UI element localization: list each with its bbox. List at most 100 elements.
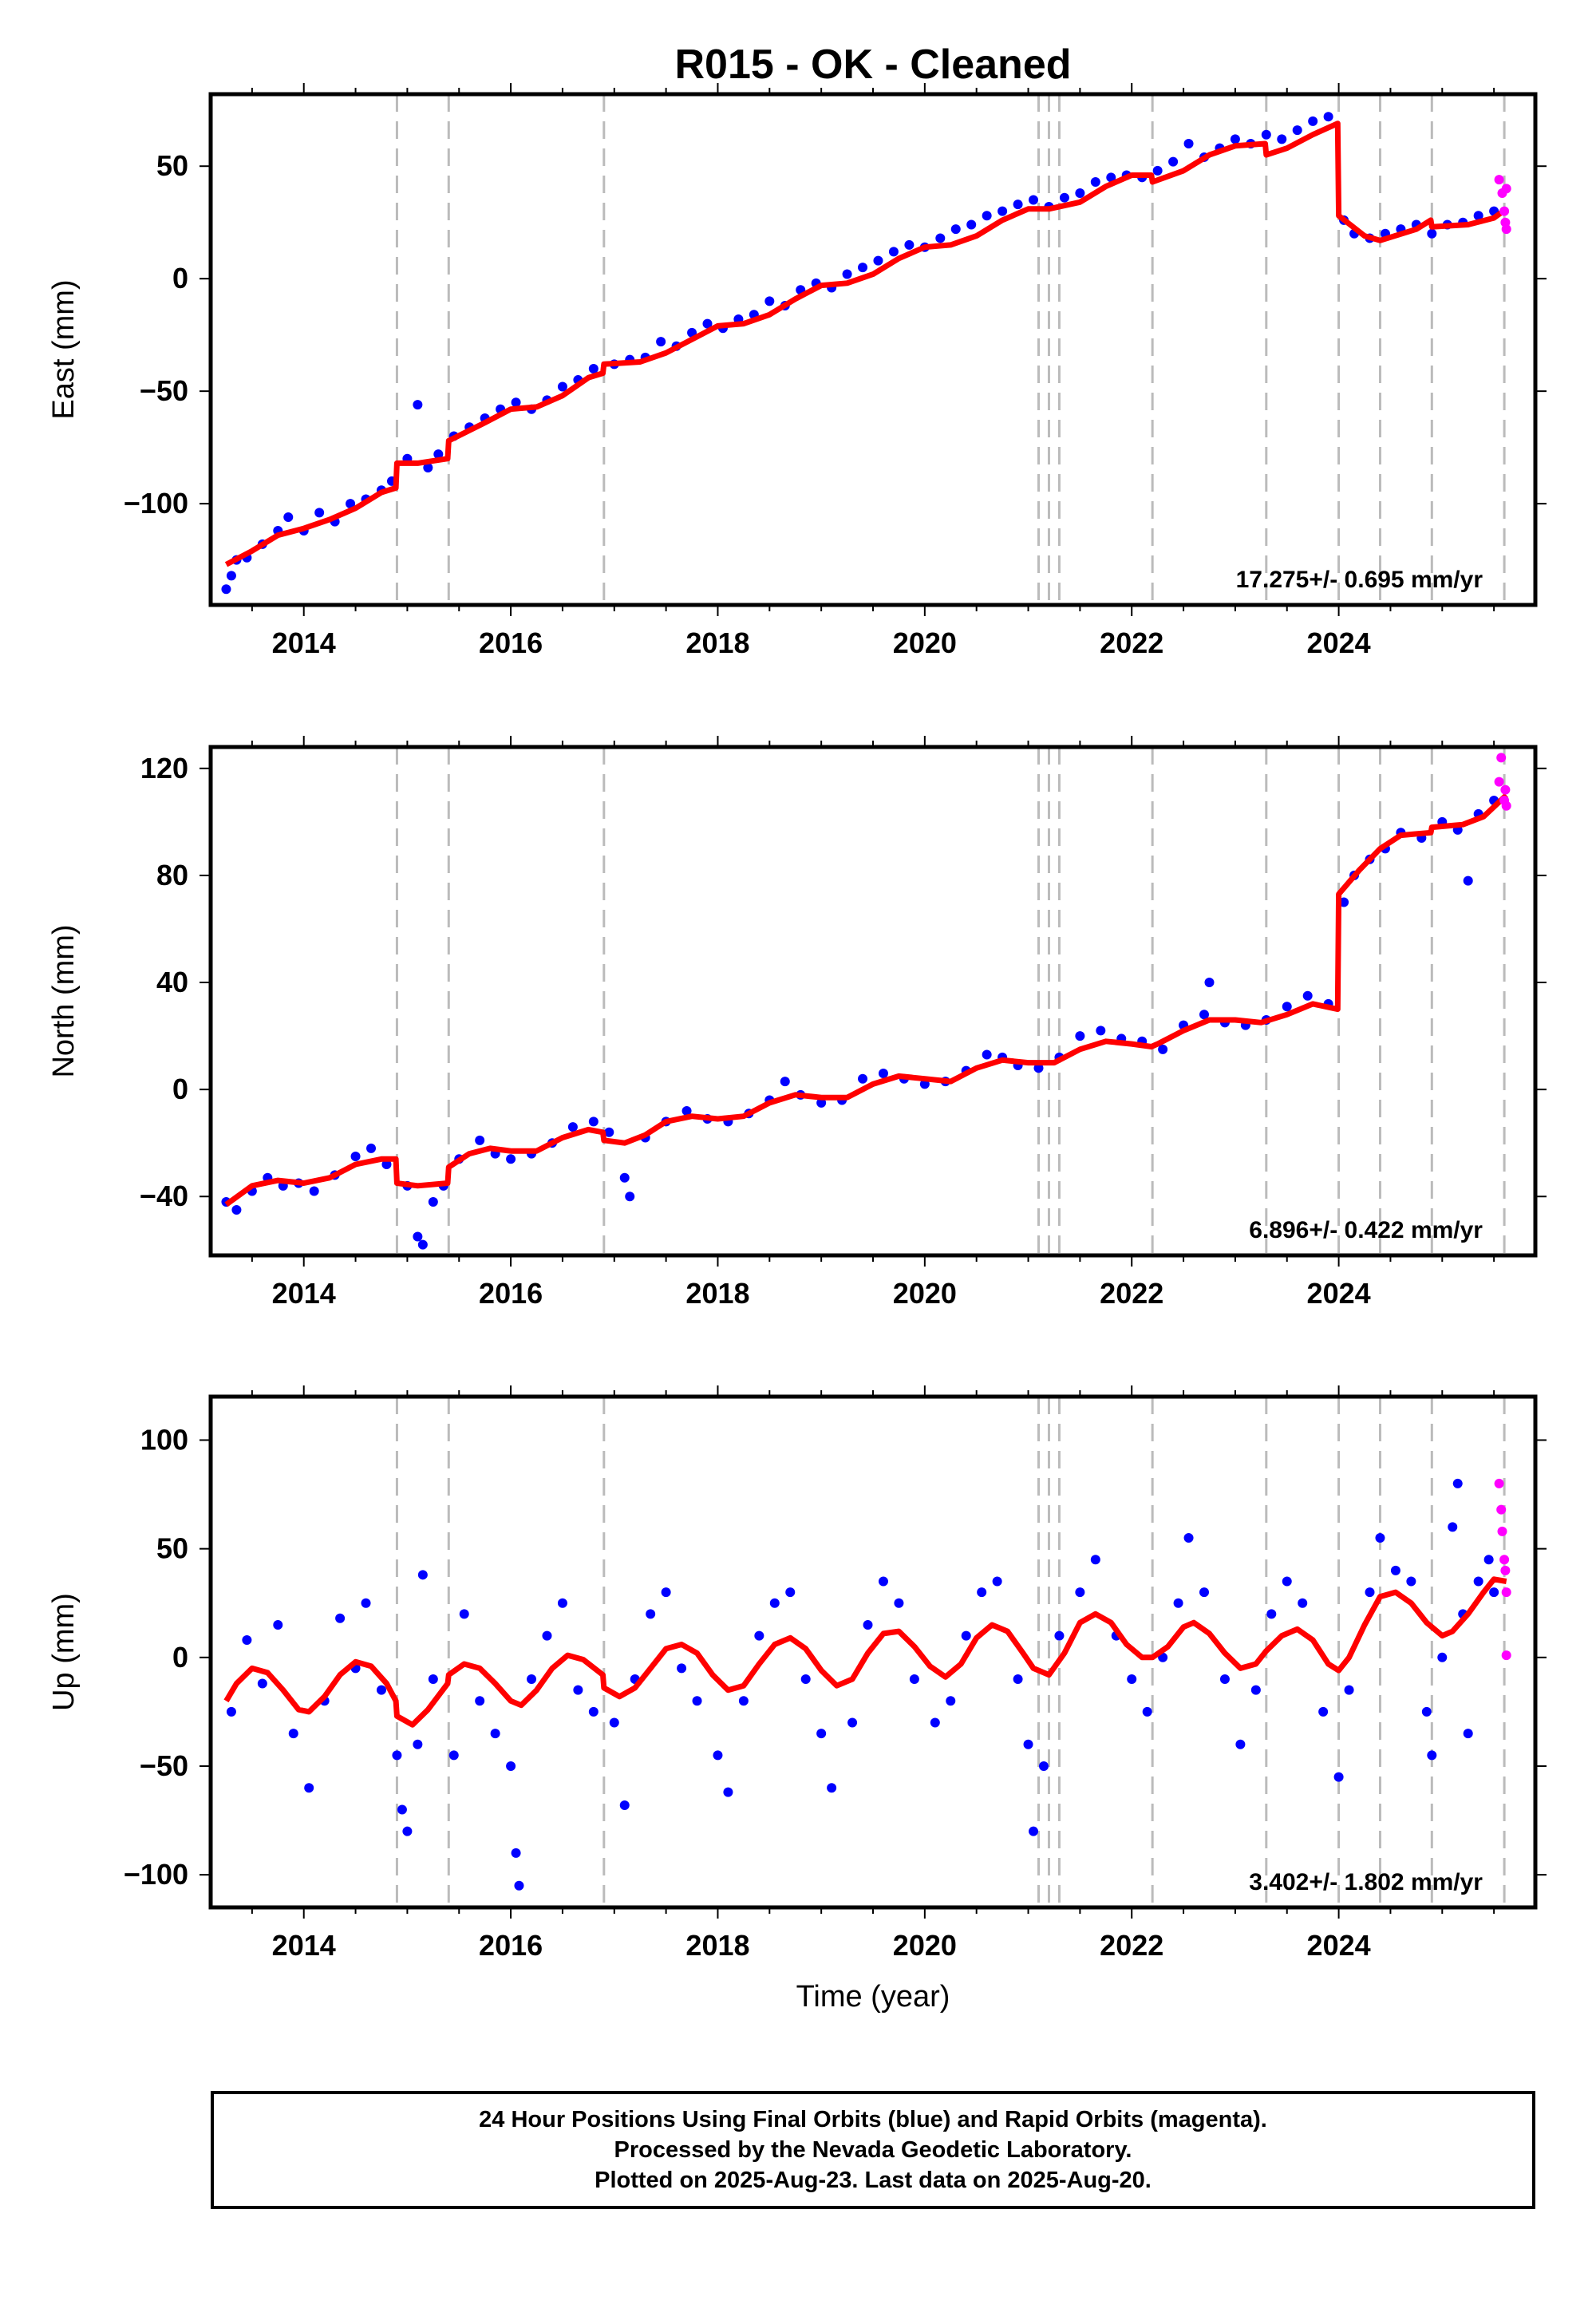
y-tick-label: 50 [156, 149, 188, 182]
final-orbit-point [1473, 1576, 1483, 1587]
final-orbit-point [1204, 978, 1215, 988]
final-orbit-point [1029, 1826, 1039, 1836]
final-orbit-point [1282, 1002, 1292, 1012]
final-orbit-point [982, 1049, 992, 1060]
final-orbit-point [283, 512, 294, 523]
rapid-orbit-point [1501, 800, 1511, 811]
final-orbit-point [314, 508, 325, 518]
final-orbit-point [1277, 134, 1287, 144]
final-orbit-point [738, 1696, 749, 1706]
x-tick-label: 2016 [479, 626, 543, 659]
final-orbit-point [878, 1576, 888, 1587]
final-orbit-point [1054, 1630, 1065, 1641]
final-orbit-point [257, 1678, 267, 1689]
final-orbit-point [1023, 1739, 1033, 1749]
final-orbit-point [1183, 139, 1194, 149]
x-tick-label: 2020 [893, 626, 957, 659]
final-orbit-point [573, 1685, 583, 1695]
final-orbit-point [376, 1685, 386, 1695]
final-orbit-point [1323, 112, 1333, 122]
final-orbit-point [1013, 1674, 1023, 1685]
final-orbit-point [1298, 1598, 1308, 1608]
final-orbit-point [1266, 1609, 1277, 1619]
final-orbit-point [588, 363, 598, 373]
final-orbit-point [346, 499, 356, 509]
y-axis-label: North (mm) [47, 924, 81, 1077]
final-orbit-point [1463, 1729, 1473, 1739]
final-orbit-point [475, 1696, 485, 1706]
rapid-orbit-point [1499, 1555, 1510, 1565]
final-orbit-point [1375, 1533, 1385, 1543]
final-orbit-point [1261, 129, 1271, 140]
final-orbit-point [1090, 1555, 1100, 1565]
final-orbit-point [878, 1069, 888, 1079]
final-orbit-point [366, 1143, 377, 1153]
final-orbit-point [1292, 125, 1302, 136]
y-tick-label: 40 [156, 966, 188, 998]
final-orbit-point [428, 1196, 438, 1207]
x-tick-label: 2020 [893, 1929, 957, 1962]
panel-north: 2014 2016 2018 2020 2022 2024 −40 0 40 80 120 North… [47, 736, 1547, 1310]
x-tick-label: 2018 [685, 1277, 749, 1310]
final-orbit-point [413, 1739, 423, 1749]
final-orbit-point [221, 584, 231, 595]
final-orbit-point [754, 1630, 764, 1641]
final-orbit-point [557, 1598, 567, 1608]
final-orbit-point [1339, 897, 1349, 907]
final-orbit-point [1483, 1555, 1494, 1565]
model-fit-line [223, 1576, 1507, 1728]
final-orbit-point [1318, 1706, 1329, 1717]
final-orbit-point [1038, 1761, 1049, 1771]
y-tick-label: 0 [172, 262, 188, 294]
final-orbit-point [827, 1783, 837, 1793]
final-orbit-point [1199, 1010, 1209, 1020]
final-orbit-point [511, 1848, 521, 1858]
final-orbit-point [1013, 200, 1023, 210]
chart-title: R015 - OK - Cleaned [674, 41, 1071, 88]
final-orbit-point [413, 400, 423, 410]
final-orbit-point [842, 269, 852, 279]
final-orbit-point [1173, 1598, 1183, 1608]
rapid-orbit-point [1494, 175, 1504, 185]
final-orbit-point [273, 1619, 283, 1630]
final-orbit-point [459, 1609, 469, 1619]
final-orbit-point [858, 263, 868, 273]
final-orbit-point [1452, 1478, 1463, 1488]
rapid-orbit-point [1501, 224, 1511, 235]
final-orbit-point [785, 1587, 796, 1598]
final-orbit-point [1489, 1587, 1499, 1598]
final-orbit-point [1168, 156, 1179, 167]
final-orbit-point [475, 1135, 485, 1145]
final-orbit-point [428, 1674, 438, 1685]
caption-line-2: Processed by the Nevada Geodetic Laborat… [614, 2137, 1132, 2163]
final-orbit-point [619, 1172, 630, 1183]
final-orbit-point [661, 1587, 671, 1598]
final-orbit-point [1308, 116, 1318, 126]
final-orbit-point [1029, 195, 1039, 205]
final-orbit-point [847, 1717, 858, 1728]
x-tick-label: 2014 [272, 1277, 336, 1310]
rapid-orbit-point [1501, 1650, 1511, 1661]
final-orbit-point [764, 296, 775, 306]
final-orbit-point [677, 1663, 687, 1674]
rapid-orbit-point [1501, 184, 1511, 194]
final-orbit-point [1059, 192, 1069, 203]
final-orbit-point [1448, 1522, 1458, 1532]
x-tick-label: 2018 [685, 626, 749, 659]
final-orbit-point [1463, 875, 1473, 886]
final-orbit-point [1158, 1044, 1168, 1054]
x-tick-label: 2022 [1100, 1929, 1163, 1962]
final-orbit-point [1427, 1750, 1437, 1761]
x-tick-label: 2014 [272, 626, 336, 659]
x-tick-label: 2022 [1100, 1277, 1163, 1310]
model-fit-line [224, 792, 1509, 1207]
final-orbit-point [769, 1598, 780, 1608]
final-orbit-point [588, 1117, 598, 1127]
final-orbit-point [1250, 1685, 1261, 1695]
rapid-orbit-point [1501, 1587, 1511, 1598]
y-tick-label: −100 [124, 487, 188, 520]
final-orbit-point [619, 1800, 630, 1810]
final-orbit-point [961, 1630, 971, 1641]
plot-area [211, 94, 1535, 605]
